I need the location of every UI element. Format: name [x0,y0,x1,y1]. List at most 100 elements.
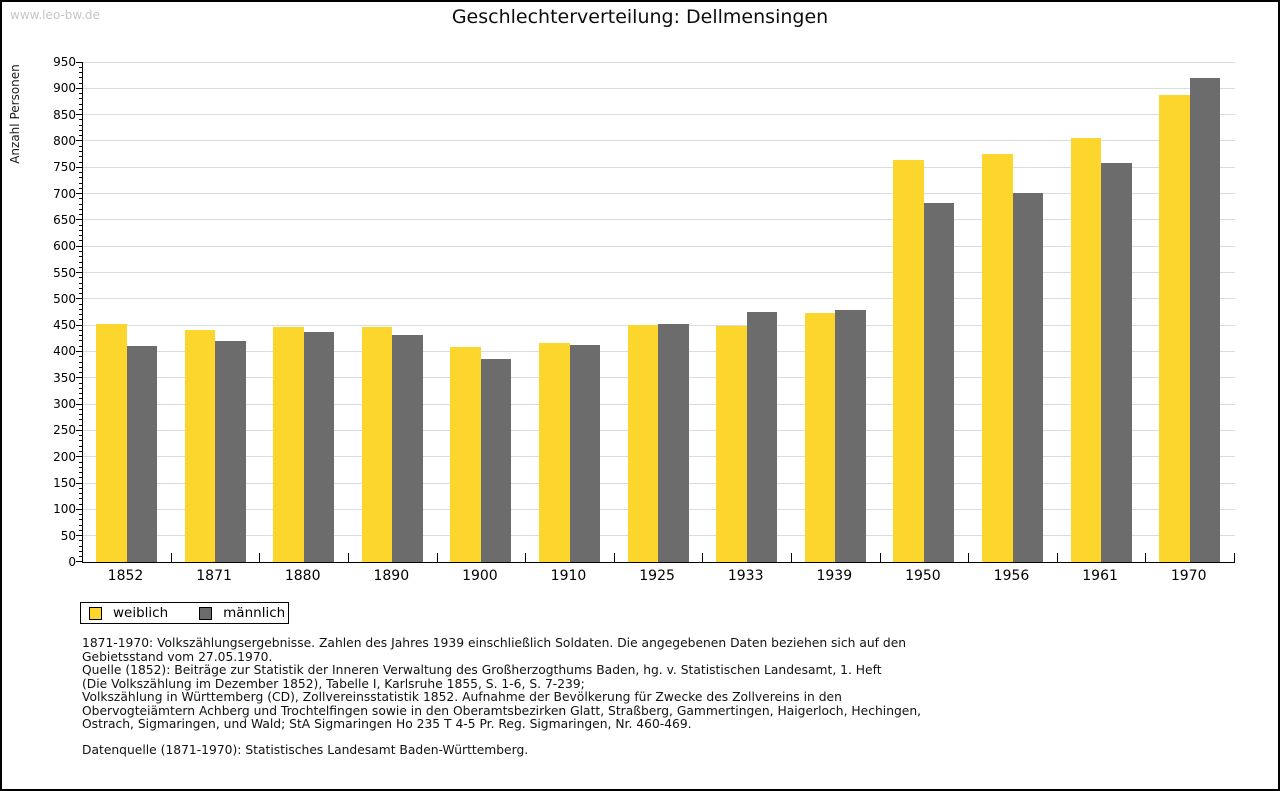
bar-männlich-1880 [303,331,335,562]
x-axis-tick [791,553,792,562]
y-axis-tick-label: 950 [53,55,76,69]
x-axis-tick [525,553,527,562]
footnote-line: Ostrach, Sigmaringen, und Wald; StA Sigm… [82,717,692,731]
y-axis-major-tick [76,298,83,300]
y-axis-minor-tick [79,408,83,410]
gridline [83,245,1235,247]
y-axis-major-tick [76,272,83,274]
y-axis-major-tick [76,219,83,221]
y-axis-major-tick [76,456,83,458]
y-axis-tick-label: 400 [53,344,76,359]
y-axis-tick-label: 750 [53,160,76,175]
y-axis-major-tick [76,140,83,142]
gridline [83,166,1235,168]
y-axis-major-tick [76,61,83,63]
y-axis-minor-tick [79,424,83,426]
y-axis-minor-tick [79,103,83,105]
x-axis-tick-label: 1871 [196,568,232,584]
legend: weiblich männlich [80,602,289,624]
gridline [83,114,1235,116]
y-axis-tick-label: 850 [53,107,76,122]
x-axis-tick [613,553,615,562]
y-axis-minor-tick [79,198,83,200]
x-axis-tick [1234,553,1235,562]
x-axis-tick [170,553,172,562]
y-axis-minor-tick [79,329,83,331]
y-axis-minor-tick [79,145,83,147]
bar-männlich-1900 [480,358,512,562]
y-axis-minor-tick [79,387,83,389]
y-axis-minor-tick [79,514,83,516]
bar-weiblich-1925 [627,325,659,562]
y-axis-tick-label: 450 [53,318,76,333]
footnote-line: Volkszählung in Württemberg (CD), Zollve… [82,690,842,704]
y-axis-minor-tick [79,550,83,552]
bar-weiblich-1933 [716,326,747,562]
gridline [83,87,1235,89]
footnote-line: Gebietsstand vom 27.05.1970. [82,649,273,664]
y-axis-minor-tick [79,277,83,279]
y-axis-minor-tick [79,503,83,505]
y-axis-minor-tick [79,445,83,447]
y-axis-minor-tick [79,293,83,295]
bar-weiblich-1900 [450,347,481,562]
y-axis-minor-tick [79,335,83,337]
y-axis-minor-tick [79,182,83,184]
y-axis-tick-label: 200 [53,449,76,464]
y-axis-minor-tick [79,235,83,237]
y-axis-tick-label: 650 [53,212,76,227]
bar-männlich-1933 [746,311,778,562]
y-axis-minor-tick [79,282,83,284]
y-axis-major-tick [76,245,83,247]
x-axis-tick-label: 1950 [905,568,941,584]
y-axis-major-tick [76,87,83,89]
x-axis-tick [259,553,261,562]
y-axis-tick-label: 250 [53,423,76,438]
x-axis-tick-label: 1852 [107,568,144,584]
y-axis-minor-tick [79,345,83,347]
bar-männlich-1956 [1012,193,1043,562]
datasource-line: Datenquelle (1871-1970): Statistisches L… [82,743,529,757]
y-axis-minor-tick [79,172,83,174]
y-axis-minor-tick [79,461,83,463]
x-axis-tick [1056,553,1058,562]
bar-weiblich-1956 [982,153,1013,562]
x-axis-tick-label: 1970 [1170,568,1207,584]
y-axis-minor-tick [79,393,83,395]
y-axis-minor-tick [79,150,83,152]
legend-label-maennlich: männlich [223,605,286,621]
y-axis-minor-tick [79,524,83,526]
x-axis-tick-label: 1880 [284,568,321,584]
y-axis-major-tick [76,482,83,484]
y-axis-minor-tick [79,256,83,258]
y-axis-minor-tick [79,98,83,100]
y-axis-major-tick [76,377,83,379]
gridline [83,219,1235,221]
bar-weiblich-1871 [184,329,216,562]
y-axis-minor-tick [79,66,83,68]
y-axis-tick-label: 0 [68,555,76,569]
y-axis-minor-tick [79,450,83,452]
y-axis-minor-tick [79,72,83,74]
y-axis-tick-label: 600 [53,239,76,254]
y-axis-minor-tick [79,308,83,310]
legend-label-weiblich: weiblich [113,605,169,621]
y-axis-minor-tick [79,556,83,558]
bar-männlich-1890 [392,335,423,562]
y-axis-minor-tick [79,382,83,384]
y-axis-minor-tick [79,135,83,137]
y-axis-minor-tick [79,356,83,358]
y-axis-tick-label: 150 [53,476,76,491]
y-axis-minor-tick [79,203,83,205]
x-axis-tick-label: 1910 [550,568,587,584]
y-axis-minor-tick [79,124,83,126]
y-axis-minor-tick [79,224,83,226]
y-axis-major-tick [76,508,83,510]
y-axis-minor-tick [79,440,83,442]
y-axis-minor-tick [79,250,83,252]
y-axis-minor-tick [79,108,83,110]
gridline [83,61,1235,63]
legend-swatch-maennlich [199,606,213,620]
y-axis-minor-tick [79,261,83,263]
x-axis-tick [348,553,349,562]
